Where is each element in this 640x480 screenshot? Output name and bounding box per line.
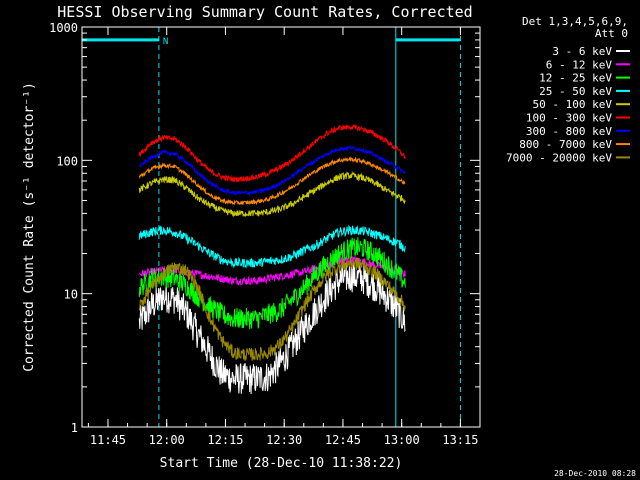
- series-line-1: [138, 262, 406, 395]
- status-bars: N: [82, 37, 461, 47]
- x-tick-label: 13:00: [384, 433, 420, 447]
- y-tick-label: 1: [71, 421, 78, 435]
- series-line-6: [138, 124, 406, 183]
- status-bar-label: N: [163, 37, 168, 47]
- x-tick-label: 12:45: [325, 433, 361, 447]
- x-tick-label: 12:15: [207, 433, 243, 447]
- series-layer: [138, 124, 406, 395]
- legend-label-3: 12 - 25 keV: [539, 72, 612, 85]
- legend-label-4: 25 - 50 keV: [539, 85, 612, 98]
- y-tick-label: 100: [56, 154, 78, 168]
- x-tick-label: 13:15: [442, 433, 478, 447]
- footer-timestamp: 28-Dec-2010 08:28: [554, 469, 636, 478]
- legend-label-2: 6 - 12 keV: [546, 58, 613, 71]
- series-line-9: [138, 256, 406, 361]
- x-axis-label: Start Time (28-Dec-10 11:38:22): [160, 456, 403, 471]
- y-axis-label: Corrected Count Rate (s⁻¹ detector⁻¹): [22, 82, 37, 372]
- x-tick-label: 12:00: [149, 433, 185, 447]
- legend-label-7: 300 - 800 keV: [526, 125, 612, 138]
- series-line-3: [138, 237, 406, 330]
- legend-label-5: 50 - 100 keV: [533, 98, 613, 111]
- series-line-7: [138, 144, 406, 197]
- legend-label-9: 7000 - 20000 keV: [506, 151, 612, 164]
- x-tick-label: 11:45: [90, 433, 126, 447]
- legend-label-6: 100 - 300 keV: [526, 112, 612, 125]
- plot-frame: [81, 26, 481, 428]
- legend-header-line-2: Att 0: [595, 27, 628, 40]
- legend-header-line-1: Det 1,3,4,5,6,9,: [522, 15, 628, 28]
- y-tick-label: 1000: [49, 21, 78, 35]
- legend-label-1: 3 - 6 keV: [552, 45, 612, 58]
- chart-title: HESSI Observing Summary Count Rates, Cor…: [57, 3, 472, 21]
- legend-label-8: 800 - 7000 keV: [519, 138, 612, 151]
- y-axis: 1 10 100 1000: [49, 21, 480, 435]
- y-tick-label: 10: [64, 288, 78, 302]
- series-line-5: [138, 170, 406, 218]
- series-line-4: [138, 224, 406, 269]
- series-line-8: [138, 156, 406, 206]
- x-tick-label: 12:30: [266, 433, 302, 447]
- x-axis: 11:45 12:00 12:15 12:30 12:45 13:00 13:15: [87, 27, 481, 447]
